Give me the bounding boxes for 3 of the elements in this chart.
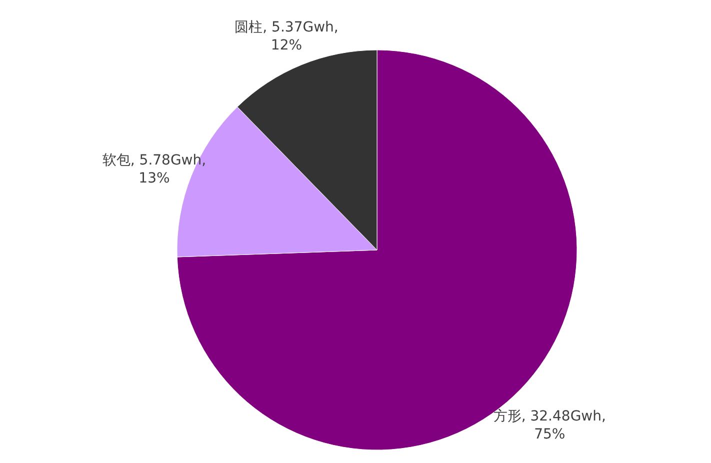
slice-label: 圆柱, 5.37Gwh, 12% — [234, 20, 338, 54]
slice-label: 方形, 32.48Gwh, 75% — [493, 408, 606, 443]
slice-label: 软包, 5.78Gwh, 13% — [102, 152, 206, 187]
